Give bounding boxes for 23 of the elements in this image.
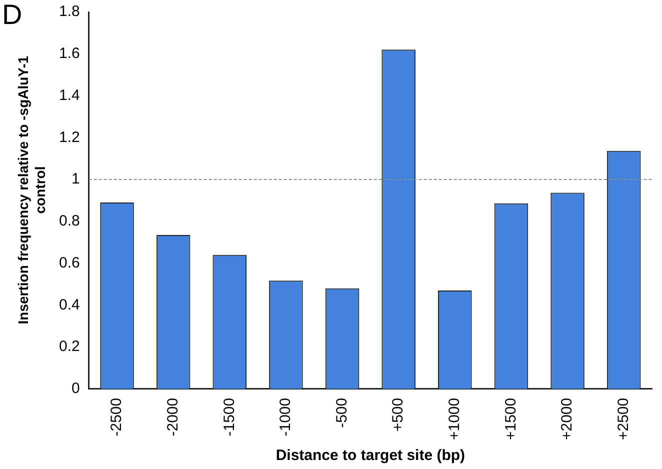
y-tick-label: 0.4 — [58, 296, 80, 314]
x-tick-label: -500 — [333, 398, 350, 428]
y-tick-label: 0.6 — [58, 254, 80, 272]
x-tick-label: +500 — [390, 398, 407, 432]
y-axis-title: Insertion frequency relative to -sgAluY-1 control — [15, 55, 49, 325]
text: D — [2, 0, 22, 30]
y-tick-label: 1.2 — [58, 128, 80, 146]
y-tick-label: 1 — [72, 170, 80, 188]
x-tick-label: +2500 — [614, 398, 632, 440]
y-tick-label: 1.6 — [58, 45, 80, 62]
x-tick-label: +2000 — [558, 398, 576, 440]
x-tick-label: -2500 — [108, 398, 126, 436]
y-tick-label: 0 — [72, 380, 80, 398]
x-tick-label: -2000 — [164, 398, 182, 436]
y-tick-label: 1.4 — [58, 86, 80, 104]
y-tick-label: 1.8 — [58, 3, 80, 20]
x-tick-label: +1000 — [446, 398, 464, 440]
x-tick-label: +1500 — [502, 398, 520, 440]
x-axis-title: Distance to target site (bp) — [276, 447, 466, 464]
x-tick-label: -1500 — [220, 398, 238, 436]
x-tick-label: -1000 — [277, 398, 294, 436]
y-tick-label: 0.2 — [58, 338, 80, 356]
y-tick-label: 0.8 — [58, 212, 80, 230]
